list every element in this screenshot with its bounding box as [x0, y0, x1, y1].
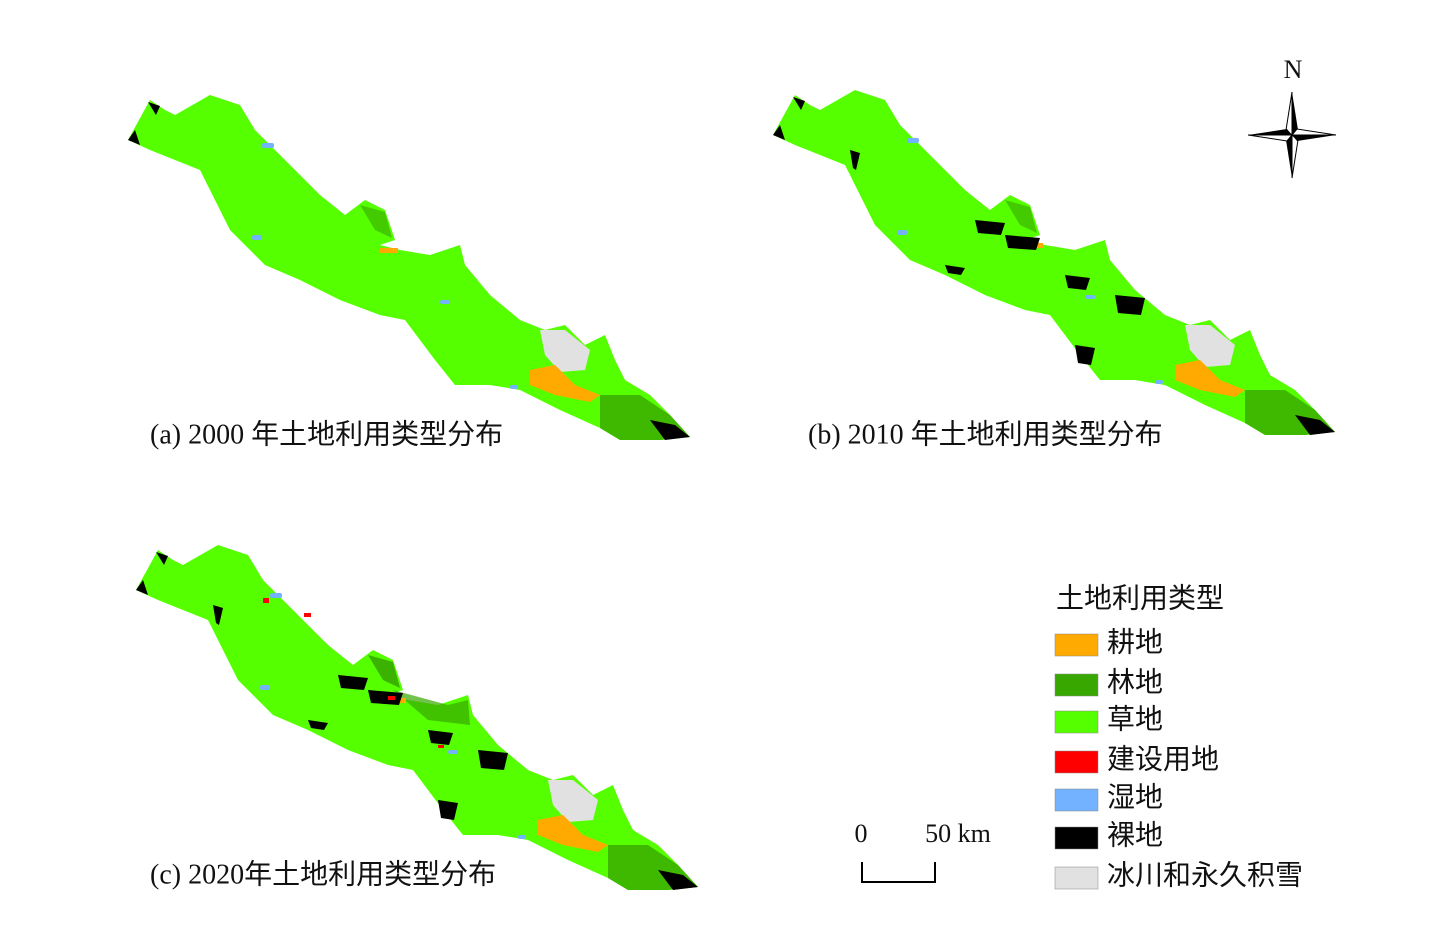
built-up — [304, 613, 311, 617]
bare-land — [945, 265, 965, 275]
wetland — [1085, 295, 1095, 299]
bare-land — [428, 730, 453, 745]
caption: (a) 2000 年土地利用类型分布 — [150, 418, 503, 450]
legend-label: 林地 — [1107, 666, 1163, 698]
bare-land — [975, 220, 1005, 235]
bare-land — [136, 580, 148, 595]
land-use-map — [773, 90, 1335, 435]
scale-label: 0 — [855, 819, 868, 848]
legend-label: 草地 — [1107, 703, 1163, 735]
bare-land — [1075, 345, 1095, 365]
wetland — [1155, 380, 1163, 384]
legend-swatch — [1054, 633, 1099, 657]
bare-land — [1295, 415, 1335, 435]
built-up — [438, 745, 444, 748]
cropland — [380, 248, 398, 253]
maps — [128, 90, 1335, 890]
land-use-map — [128, 95, 690, 440]
bare-land — [156, 552, 168, 565]
legend-label: 耕地 — [1107, 626, 1163, 658]
legend-title: 土地利用类型 — [1056, 582, 1224, 614]
glacier — [540, 330, 590, 372]
legend-swatch — [1054, 826, 1099, 850]
basin-grassland — [128, 95, 690, 440]
bare-land — [850, 150, 860, 170]
scale-bar: 0 50 km — [855, 819, 991, 883]
bare-land — [1065, 275, 1090, 290]
bare-land — [1115, 295, 1145, 315]
glacier — [1185, 325, 1235, 367]
built-up — [263, 598, 269, 603]
legend-swatch — [1054, 710, 1099, 734]
land-use-map — [136, 545, 698, 890]
forest — [393, 690, 470, 725]
wetland — [448, 750, 458, 754]
wetland — [252, 235, 262, 240]
forest — [368, 655, 400, 688]
legend-label: 建设用地 — [1107, 743, 1219, 775]
legend-swatch — [1054, 673, 1099, 697]
bare-land — [128, 130, 140, 145]
wetland — [510, 385, 518, 389]
north-label: N — [1284, 55, 1303, 84]
bare-land — [213, 605, 223, 625]
cropland — [1175, 360, 1245, 397]
bare-land — [773, 125, 785, 140]
legend-label: 冰川和永久积雪 — [1107, 859, 1303, 891]
scale-label: 50 km — [925, 819, 991, 848]
wetland — [270, 593, 282, 598]
bare-land — [1005, 235, 1040, 250]
bare-land — [658, 870, 698, 890]
bare-land — [308, 720, 328, 730]
legend-swatch — [1054, 788, 1099, 812]
built-up — [388, 696, 395, 700]
wetland — [262, 143, 274, 148]
bare-land — [368, 690, 403, 705]
bare-land — [338, 675, 368, 690]
wetland — [260, 685, 270, 690]
cropland — [530, 365, 600, 402]
forest — [360, 205, 392, 238]
basin-grassland — [773, 90, 1335, 435]
legend-label: 湿地 — [1107, 781, 1163, 813]
caption: (b) 2010 年土地利用类型分布 — [808, 418, 1163, 450]
legend-swatch — [1054, 866, 1099, 890]
wetland — [518, 835, 526, 839]
legend-swatch — [1054, 750, 1099, 774]
north-arrow: N — [1247, 55, 1337, 179]
bare-land — [438, 800, 458, 820]
basin-grassland — [136, 545, 698, 890]
bare-land — [478, 750, 508, 770]
bare-land — [148, 102, 160, 115]
legend-label: 裸地 — [1107, 819, 1163, 851]
bare-land — [793, 97, 805, 110]
wetland — [897, 230, 907, 235]
wetland — [440, 300, 450, 304]
bare-land — [650, 420, 690, 440]
glacier — [548, 780, 598, 822]
cropland — [538, 815, 608, 852]
forest — [1005, 200, 1037, 233]
wetland — [907, 138, 919, 143]
caption: (c) 2020年土地利用类型分布 — [150, 858, 496, 890]
